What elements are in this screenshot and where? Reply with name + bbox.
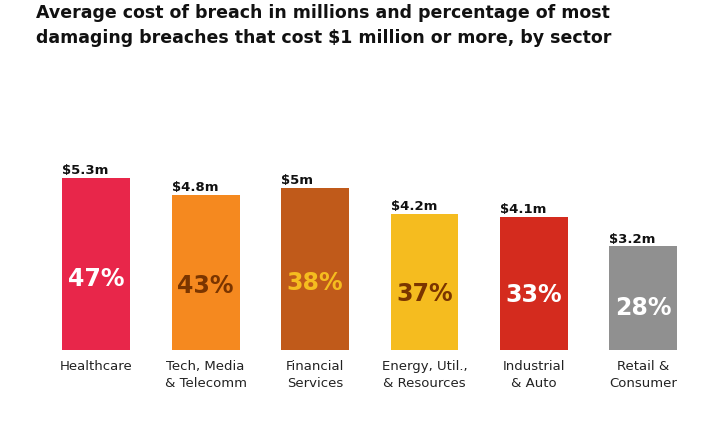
Text: 37%: 37%	[396, 281, 453, 305]
Text: $4.1m: $4.1m	[500, 203, 546, 216]
Text: $3.2m: $3.2m	[610, 232, 656, 245]
Text: $4.2m: $4.2m	[391, 200, 437, 212]
Bar	[391, 215, 458, 350]
Text: $5m: $5m	[281, 174, 313, 187]
Text: $5.3m: $5.3m	[62, 164, 108, 177]
Bar	[172, 195, 240, 350]
Text: Average cost of breach in millions and percentage of most
damaging breaches that: Average cost of breach in millions and p…	[36, 4, 611, 46]
Text: 43%: 43%	[177, 273, 234, 297]
Bar	[281, 189, 349, 350]
Text: 38%: 38%	[286, 271, 343, 294]
Bar	[62, 179, 130, 350]
Text: 47%: 47%	[68, 266, 124, 290]
Text: 28%: 28%	[615, 295, 671, 319]
Bar	[500, 218, 568, 350]
Text: 33%: 33%	[505, 283, 562, 307]
Bar	[610, 247, 677, 350]
Text: $4.8m: $4.8m	[172, 180, 218, 193]
